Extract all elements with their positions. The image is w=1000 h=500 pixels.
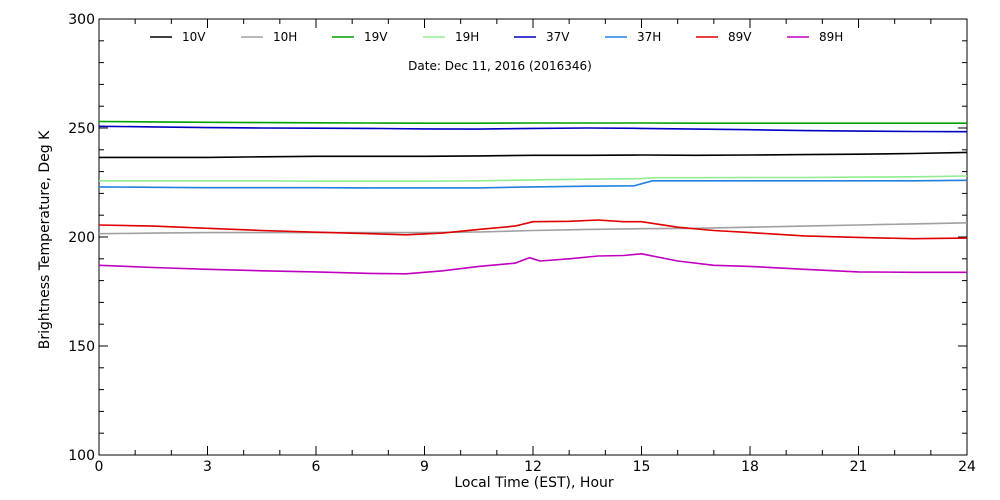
x-tick-label: 3 — [203, 459, 212, 475]
x-tick-label: 6 — [312, 459, 321, 475]
y-tick-label: 250 — [68, 121, 95, 137]
x-tick-label: 24 — [958, 459, 976, 475]
series-line-89h — [98, 253, 967, 275]
series-line-19h — [99, 175, 968, 182]
x-tick-label: 0 — [95, 459, 104, 475]
axis-ticks: 0 3 6 9 12 15 18 21 24 100 150 200 250 300 — [68, 12, 976, 475]
y-tick-label: 100 — [68, 448, 95, 464]
series-line-10h — [98, 222, 968, 235]
series-line-37h — [98, 179, 968, 189]
x-tick-label: 21 — [850, 459, 868, 475]
legend-label-37h: 37H — [637, 30, 661, 44]
chart-date-title: Date: Dec 11, 2016 (2016346) — [408, 59, 592, 73]
y-axis-title: Brightness Temperature, Deg K — [37, 130, 53, 349]
legend-label-10h: 10H — [273, 30, 297, 44]
legend: 10V 10H 19V 19H 37V 37H 89V 89H — [150, 30, 843, 44]
series-line-19v — [98, 120, 967, 124]
x-tick-label: 15 — [633, 459, 651, 475]
y-tick-label: 200 — [68, 230, 95, 246]
x-axis-title: Local Time (EST), Hour — [454, 475, 614, 491]
series-line-89v — [98, 219, 968, 240]
series-line-37v — [98, 125, 968, 133]
x-tick-label: 12 — [524, 459, 542, 475]
legend-label-10v: 10V — [182, 30, 206, 44]
y-tick-label: 300 — [68, 12, 95, 28]
series-line-10v — [99, 151, 968, 159]
x-tick-label: 18 — [741, 459, 759, 475]
x-tick-label: 9 — [420, 459, 429, 475]
legend-label-89v: 89V — [728, 30, 752, 44]
legend-label-37v: 37V — [546, 30, 570, 44]
legend-label-89h: 89H — [819, 30, 843, 44]
legend-label-19h: 19H — [455, 30, 479, 44]
series-layer — [98, 120, 968, 275]
y-tick-label: 150 — [68, 339, 95, 355]
legend-label-19v: 19V — [364, 30, 388, 44]
